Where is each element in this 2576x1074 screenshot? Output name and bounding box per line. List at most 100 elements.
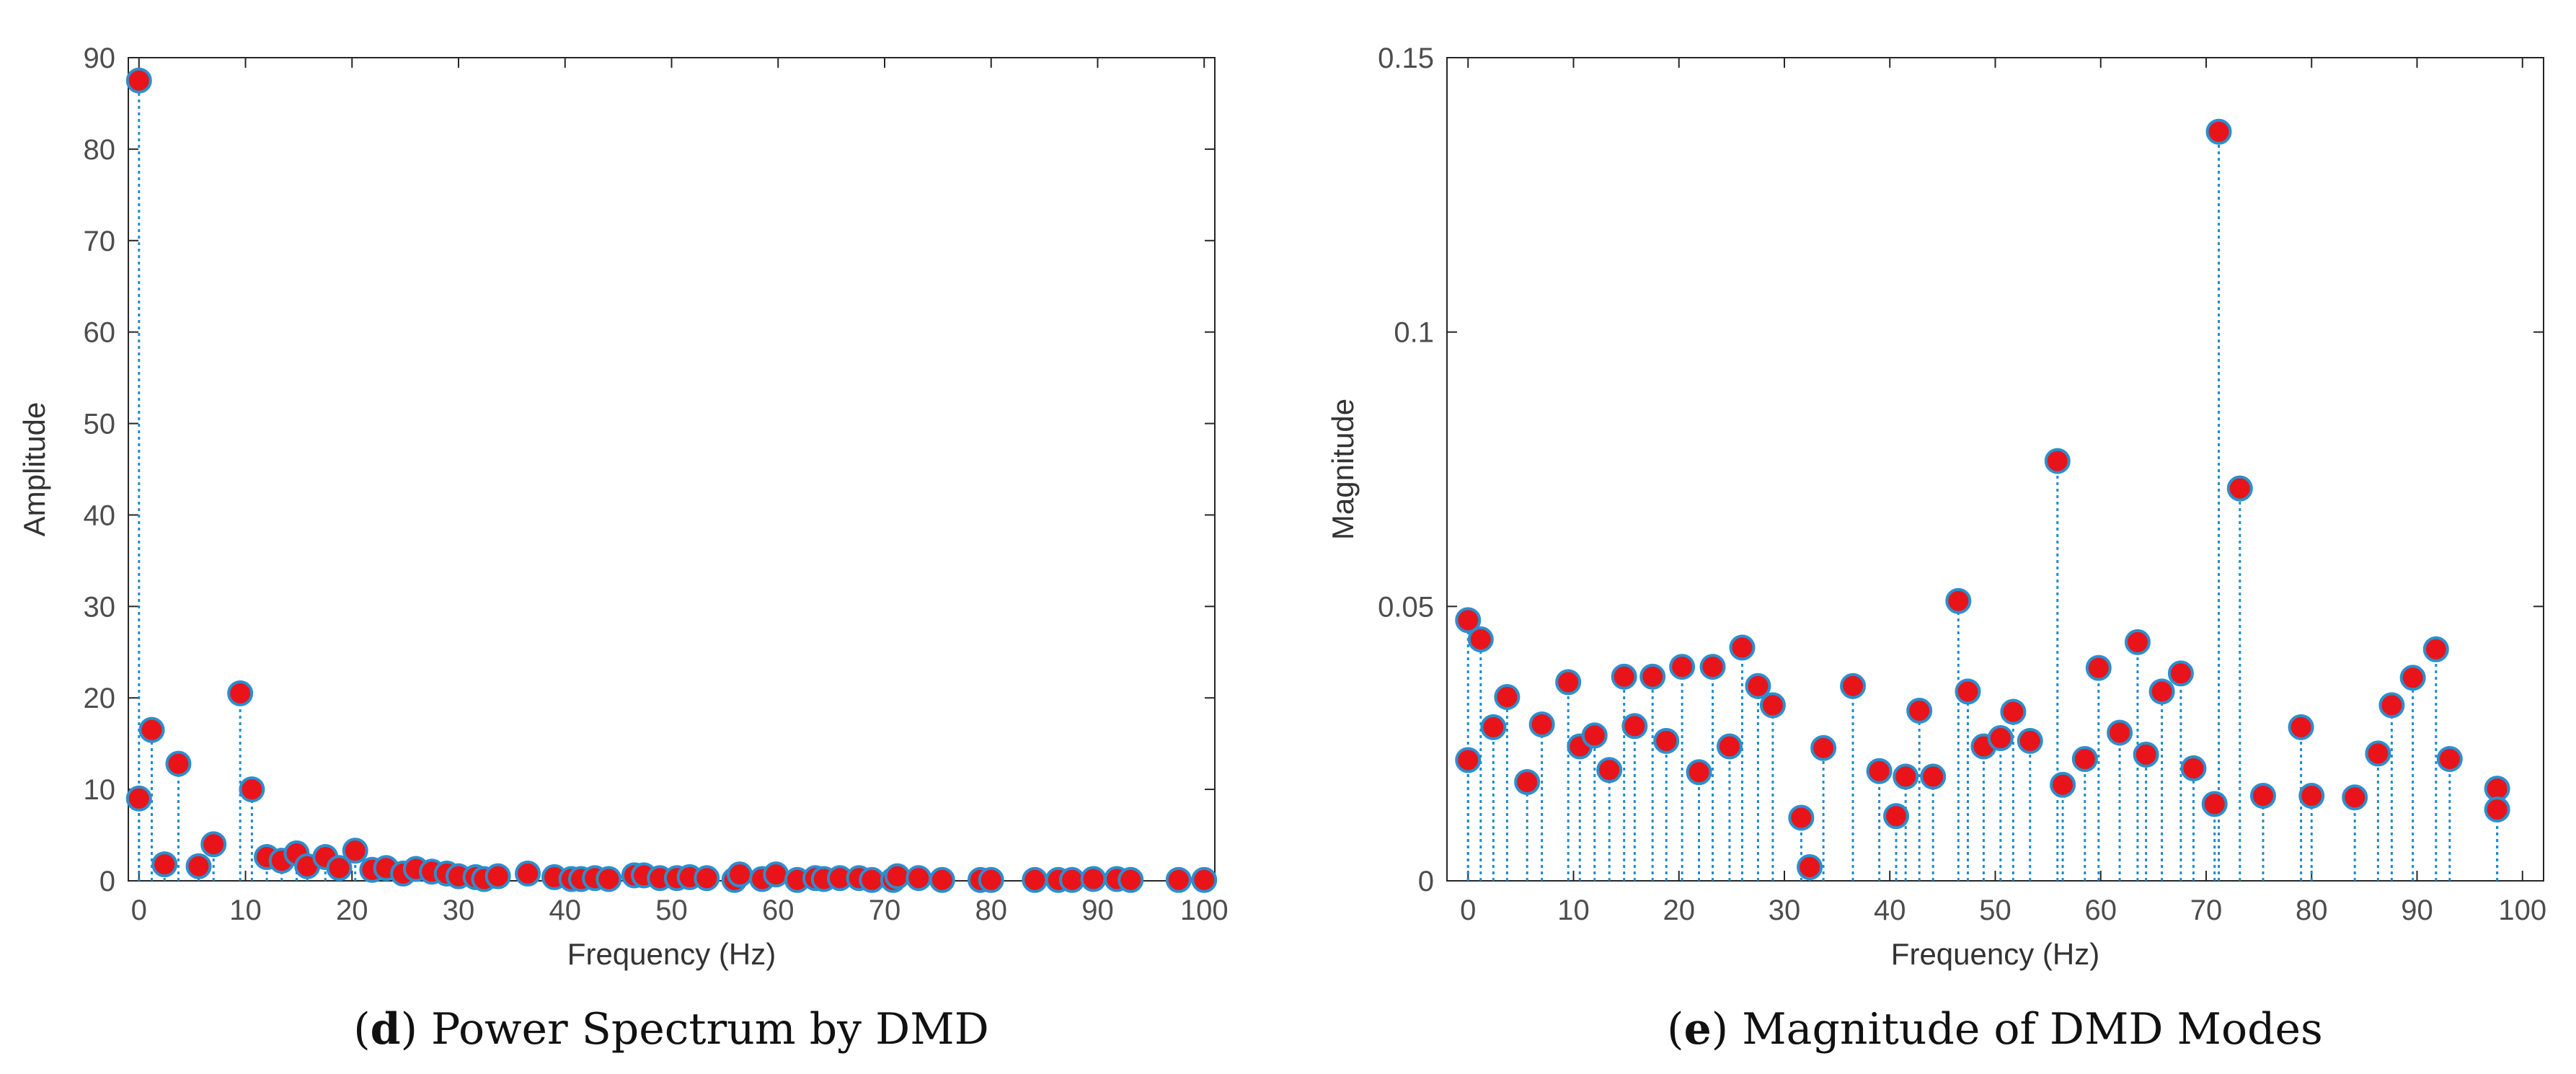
x-tick-label: 60: [762, 895, 795, 926]
x-tick-label: 80: [975, 895, 1007, 926]
y-tick-label: 90: [84, 43, 116, 74]
stem-marker: [165, 750, 192, 777]
stem-marker: [1022, 866, 1048, 893]
x-tick-label: 50: [655, 895, 688, 926]
stem-marker: [1716, 733, 1743, 760]
stem-marker: [1883, 803, 1910, 830]
stem-marker: [694, 865, 720, 892]
y-tick-label: 60: [84, 317, 116, 349]
stem-marker: [227, 680, 254, 706]
stem-marker: [2298, 782, 2325, 809]
caption-text: ) Magnitude of DMD Modes: [1712, 1004, 2323, 1055]
stem-marker: [1669, 654, 1696, 680]
stem-marker: [200, 831, 227, 858]
x-tick-label: 50: [1979, 895, 2011, 926]
stem-marker: [1810, 735, 1837, 761]
stem-marker: [2399, 665, 2426, 691]
y-tick-label: 0: [99, 866, 115, 897]
caption-letter: d: [371, 1004, 401, 1055]
stem-marker: [1745, 673, 1771, 699]
stem-marker: [727, 861, 753, 888]
stem-marker: [2124, 629, 2151, 655]
y-tick-label: 0: [1418, 866, 1434, 897]
stem-marker: [2342, 784, 2368, 811]
stem-marker: [125, 67, 152, 94]
panel-dmd-magnitude: 0 10 20 30 40 50 60 70 80 90 100 0 0.05 0.1 0.15 Freque…: [1326, 43, 2546, 1055]
stem-marker: [151, 851, 178, 878]
stem-marker: [2000, 698, 2027, 725]
y-tick-label: 40: [84, 500, 116, 531]
caption-letter: e: [1684, 1004, 1712, 1055]
stem-marker: [2249, 782, 2276, 809]
stem-marker: [1893, 763, 1919, 790]
x-tick-label: 70: [2190, 895, 2223, 926]
y-tick-label: 0.05: [1378, 591, 1434, 623]
stem-marker: [125, 785, 152, 812]
x-tick-label: 90: [2401, 895, 2433, 926]
x-tick-label: 20: [336, 895, 368, 926]
stem-marker: [1686, 759, 1712, 786]
stem-marker: [1581, 722, 1608, 749]
stem-marker: [2017, 727, 2043, 754]
stem-marker: [2201, 791, 2228, 817]
stem-marker: [1797, 853, 1823, 880]
stem-marker: [978, 866, 1004, 893]
y-tick-label: 10: [84, 774, 116, 806]
stem-marker: [2226, 475, 2253, 502]
y-tick-label: 0.1: [1394, 317, 1434, 349]
stem-marker: [1059, 866, 1086, 893]
stem-marker: [1653, 727, 1680, 754]
stem-marker: [763, 861, 789, 888]
stem-marker: [2050, 771, 2076, 798]
caption-text: ) Power Spectrum by DMD: [401, 1004, 989, 1055]
stem-marker: [1906, 697, 1933, 724]
x-tick-label: 10: [229, 895, 262, 926]
y-tick-label: 30: [84, 591, 116, 623]
y-tick-label: 70: [84, 226, 116, 257]
stem-marker: [2205, 118, 2232, 145]
stem-marker: [2071, 745, 2098, 772]
stem-marker: [1840, 673, 1867, 699]
stem-marker: [2422, 636, 2449, 662]
stem-marker: [1699, 654, 1726, 680]
stem-marker: [1514, 768, 1541, 795]
stem-marker: [1480, 714, 1507, 740]
x-tick-label: 20: [1663, 895, 1696, 926]
y-tick-label: 50: [84, 409, 116, 440]
stem-marker: [2044, 448, 2071, 474]
x-tick-label: 90: [1081, 895, 1114, 926]
stem-marker: [515, 860, 541, 887]
stem-marker: [596, 866, 622, 892]
x-tick-label: 70: [869, 895, 901, 926]
stem-marker: [1528, 711, 1555, 738]
stem-marker: [1117, 866, 1144, 893]
stem-marker: [1555, 669, 1582, 696]
stem-marker: [1987, 725, 2014, 752]
stem-marker: [1955, 678, 1981, 705]
stem-marker: [1920, 763, 1947, 790]
stem-marker: [2378, 692, 2405, 719]
stem-marker: [2107, 719, 2133, 746]
y-tick-label: 20: [84, 683, 116, 714]
stem-marker: [326, 855, 353, 882]
stem-marker: [2484, 796, 2510, 823]
stem-marker: [1866, 758, 1893, 784]
panel-power-spectrum: 0 10 20 30 40 50 60 70 80 90 100 0 10 20 30 40 50 60 70 80 9…: [17, 43, 1229, 1055]
stem-marker: [484, 863, 511, 889]
y-axis-label: Amplitude: [17, 402, 51, 537]
x-tick-label: 30: [443, 895, 475, 926]
x-tick-label: 10: [1557, 895, 1590, 926]
stem-marker: [2133, 741, 2159, 768]
stem-marker: [342, 838, 368, 864]
stem-marker: [1639, 663, 1666, 690]
x-tick-label: 0: [131, 895, 147, 926]
stem-marker: [929, 866, 955, 893]
stem-marker: [2436, 745, 2463, 772]
x-tick-label: 100: [2498, 895, 2546, 926]
x-tick-label: 30: [1769, 895, 1801, 926]
y-axis-label: Magnitude: [1326, 399, 1360, 540]
axes-box: [128, 57, 1216, 882]
stem-marker: [1759, 692, 1786, 719]
stem-marker: [1467, 626, 1494, 653]
x-tick-label: 80: [2296, 895, 2328, 926]
